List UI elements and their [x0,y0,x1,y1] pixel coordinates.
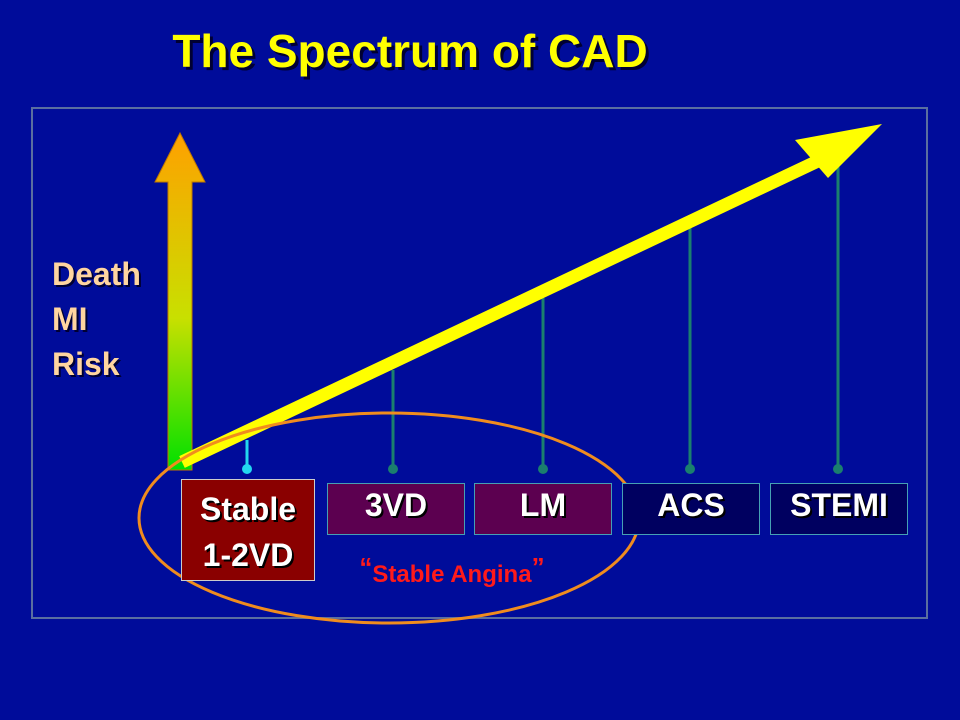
y-axis-label: Death MI Risk [52,252,141,387]
annotation-text: Stable Angina [372,561,532,588]
open-quote: “ [359,552,373,582]
y-axis-label-death: Death [52,256,141,292]
diagram-frame [31,107,928,619]
close-quote: ” [531,552,545,582]
category-label: 3VD [364,487,428,523]
category-label: LM [519,487,567,523]
stable-angina-annotation: “Stable Angina” [327,552,577,589]
trend-arrow-head [795,124,882,178]
category-label: STEMI [790,487,888,523]
category-box-stemi: STEMI [770,483,908,535]
connector-dot-3vd [388,464,398,474]
category-label-line: Stable [199,491,297,527]
category-box-acs: ACS [622,483,760,535]
slide-title: The Spectrum of CAD [172,25,648,77]
connector-dot-acs [685,464,695,474]
category-label: ACS [657,487,725,523]
y-axis-label-risk: Risk [52,346,120,382]
connector-dot-stable [242,464,252,474]
connector-dot-lm [538,464,548,474]
trend-arrow-shaft [179,154,823,468]
category-box-lm: LM [474,483,612,535]
risk-arrow [154,131,206,471]
category-box-stable-1-2vd: Stable 1-2VD [181,479,315,581]
category-box-3vd: 3VD [327,483,465,535]
y-axis-label-mi: MI [52,301,88,337]
category-label-line: 1-2VD [202,537,294,573]
connector-dot-stemi [833,464,843,474]
